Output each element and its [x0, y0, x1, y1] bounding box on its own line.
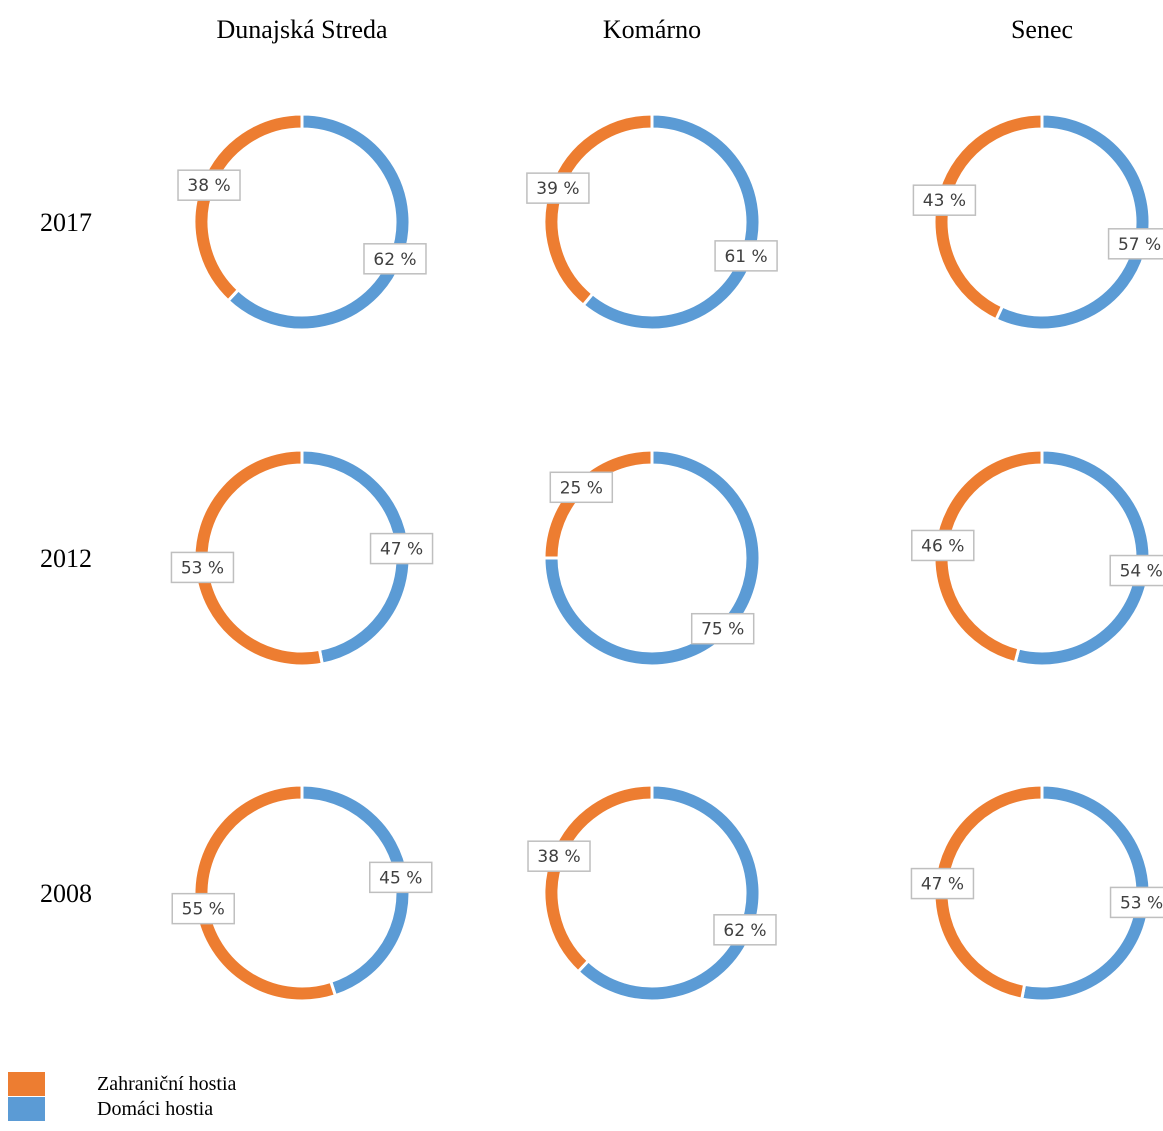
data-label-box — [714, 240, 778, 272]
data-label: 47 % — [921, 875, 964, 895]
data-label-box — [369, 532, 434, 565]
column-title: Dunajská Streda — [216, 15, 388, 44]
data-label-box — [1109, 554, 1163, 587]
data-label-box — [177, 169, 241, 201]
row-title: 2012 — [40, 544, 92, 573]
donut-segment — [932, 112, 1044, 322]
legend-swatch — [8, 1097, 45, 1121]
data-label-box — [526, 172, 590, 204]
data-label: 54 % — [1120, 562, 1163, 582]
data-label-box — [911, 529, 975, 562]
data-label-box — [369, 861, 433, 894]
legend-swatch — [8, 1072, 45, 1096]
data-label: 62 % — [373, 250, 416, 270]
data-label: 75 % — [701, 620, 744, 640]
data-label-box — [912, 184, 977, 216]
data-label: 62 % — [723, 921, 766, 941]
column-title: Senec — [1011, 15, 1073, 44]
data-label: 25 % — [560, 478, 603, 498]
data-label-box — [171, 892, 235, 925]
donut-segment — [994, 112, 1152, 332]
data-label-box — [1107, 228, 1163, 260]
data-label: 38 % — [537, 847, 580, 867]
data-label-box — [690, 612, 755, 645]
donut-segment — [575, 783, 762, 1003]
data-label: 39 % — [536, 179, 579, 199]
data-label: 55 % — [182, 900, 225, 920]
data-label: 47 % — [380, 540, 423, 560]
donut-segment — [192, 112, 304, 303]
data-label: 43 % — [923, 191, 966, 211]
legend-label: Zahraniční hostia — [97, 1073, 237, 1095]
donut-segment — [932, 783, 1044, 1001]
data-label: 61 % — [724, 247, 767, 267]
row-title: 2017 — [40, 208, 92, 237]
data-label: 53 % — [181, 558, 224, 578]
donut-segment — [225, 112, 412, 332]
donut-segment — [542, 448, 654, 560]
data-label-box — [363, 243, 427, 275]
data-label-box — [910, 867, 975, 900]
data-label: 46 % — [921, 536, 964, 556]
donut-segment — [542, 783, 654, 974]
data-label-box — [170, 551, 235, 584]
donut-segment — [192, 783, 338, 1003]
data-label-box — [549, 471, 614, 504]
row-title: 2008 — [40, 879, 92, 908]
donut-segment — [542, 112, 654, 308]
data-label-box — [1109, 886, 1163, 919]
data-label: 45 % — [379, 868, 422, 888]
column-title: Komárno — [603, 15, 701, 44]
donut-segment — [932, 448, 1044, 665]
donut-segment — [192, 448, 324, 668]
data-label: 38 % — [187, 176, 230, 196]
data-label-box — [527, 840, 591, 872]
data-label: 57 % — [1118, 235, 1161, 255]
legend-label: Domáci hostia — [97, 1098, 213, 1120]
donut-segment — [581, 112, 762, 332]
data-label: 53 % — [1120, 893, 1163, 913]
data-label-box — [713, 914, 777, 946]
